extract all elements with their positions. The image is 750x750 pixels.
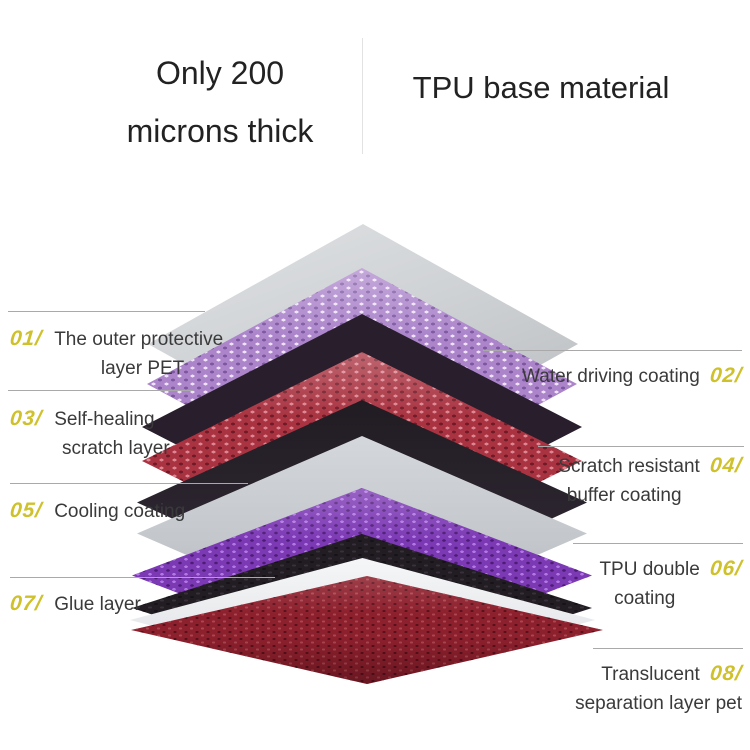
callout-04-text-line2: buffer coating [566,485,682,506]
callout-line-06 [573,543,743,544]
callout-02: Water driving coating 02/ [522,361,744,391]
callout-03-number: 03/ [8,407,44,430]
callout-02-number: 02/ [708,364,744,387]
callout-01-text: The outer protective [54,329,224,350]
callout-04: Scratch resistant 04/ buffer coating [558,451,744,510]
callout-04-text: Scratch resistant [558,456,700,477]
callout-02-text: Water driving coating [522,366,700,387]
callout-06-number: 06/ [708,557,744,580]
callout-08-number: 08/ [708,662,744,685]
callout-03-text-line2: scratch layer [62,438,170,459]
header-divider [362,38,363,154]
callout-01-number: 01/ [8,327,44,350]
callout-04-number: 04/ [708,454,744,477]
callout-06-text: TPU double [599,559,700,580]
callout-line-07 [10,577,275,578]
callout-line-03 [8,390,193,391]
left-title-line1: Only 200 [155,55,285,91]
callout-05-number: 05/ [8,499,44,522]
right-title: TPU base material [412,70,670,105]
callout-08-text: Translucent [601,664,700,685]
callout-07: 07/ Glue layer [8,589,141,619]
callout-06-text-line2: coating [614,588,676,609]
callout-line-05 [10,483,248,484]
callout-05: 05/ Cooling coating [8,496,186,526]
callout-05-text: Cooling coating [54,501,186,522]
callout-line-08 [593,648,743,649]
callout-01-text-line2: layer PET [100,358,185,379]
callout-08: Translucent 08/ separation layer pet [575,659,744,718]
callout-01: 01/ The outer protective layer PET [8,324,224,383]
callout-03: 03/ Self-healing scratch layer [8,404,170,463]
callout-03-text: Self-healing [54,409,155,430]
left-title-line2: microns thick [126,113,314,149]
callout-07-text: Glue layer [54,594,141,615]
callout-08-text-line2: separation layer pet [575,693,742,714]
left-title: Only 200 microns thick [70,44,370,160]
callout-06: TPU double 06/ coating [599,554,744,613]
callout-line-01 [8,311,205,312]
callout-line-02 [483,350,742,351]
callout-07-number: 07/ [8,592,44,615]
callout-line-04 [538,446,744,447]
